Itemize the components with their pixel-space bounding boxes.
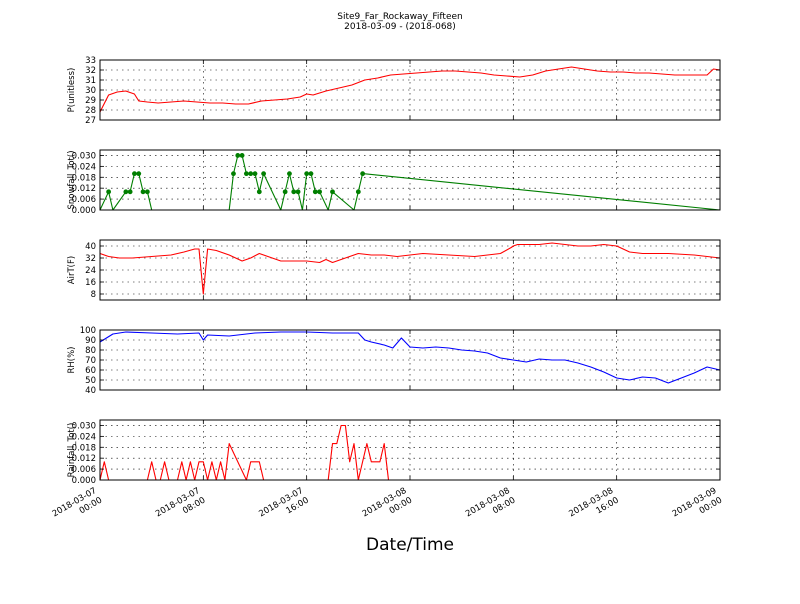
data-point — [304, 171, 310, 177]
data-point — [252, 171, 258, 177]
y-tick-label: 0.006 — [72, 195, 96, 205]
data-point — [140, 189, 146, 195]
x-tick-label: 2018-03-0900:00 — [671, 486, 724, 529]
y-axis-label: Snowfall_Tot() — [67, 150, 77, 209]
data-point — [132, 171, 137, 177]
y-tick-label: 0.000 — [72, 476, 96, 486]
y-tick-label: 31 — [85, 76, 96, 86]
y-tick-label: 30 — [85, 86, 96, 96]
data-point — [308, 171, 314, 177]
data-point — [291, 189, 297, 195]
panel-5: 0.0000.0060.0120.0180.0240.030Rainfall_T… — [67, 419, 721, 486]
y-tick-label: 40 — [85, 242, 96, 252]
y-tick-label: 70 — [85, 356, 96, 366]
x-axis-label: Date/Time — [366, 535, 454, 555]
y-tick-label: 28 — [85, 106, 96, 116]
y-tick-label: 0.018 — [72, 443, 96, 453]
data-point — [248, 171, 254, 177]
chart-subtitle: 2018-03-09 - (2018-068) — [344, 22, 456, 32]
grid — [100, 60, 720, 120]
data-point — [127, 189, 133, 195]
y-tick-label: 32 — [85, 254, 96, 264]
y-tick-label: 0.006 — [72, 465, 96, 475]
data-point — [295, 189, 301, 195]
y-tick-label: 90 — [85, 336, 96, 346]
x-tick-labels: 2018-03-0700:00 2018-03-0708:00 2018-03-07… — [51, 486, 724, 529]
data-point — [106, 189, 112, 195]
y-axis-label: P(unitless) — [67, 68, 77, 113]
y-axis-label: RH(%) — [67, 346, 77, 373]
data-point — [256, 189, 262, 195]
y-tick-label: 0.018 — [72, 173, 96, 183]
data-point — [282, 189, 288, 195]
y-axis-label: AirT(F) — [67, 256, 77, 284]
y-tick-label: 0.030 — [72, 151, 96, 161]
y-tick-label: 60 — [85, 366, 96, 376]
y-tick-label: 16 — [85, 278, 96, 288]
y-tick-label: 0.012 — [72, 184, 96, 194]
y-tick-label: 80 — [85, 346, 96, 356]
data-point — [144, 189, 150, 195]
x-tick-label: 2018-03-0708:00 — [154, 486, 207, 529]
data-point — [235, 153, 241, 158]
data-point — [123, 189, 129, 195]
series-line — [99, 242, 721, 295]
panel-3: 8 16 24 32 40 AirT(F) — [67, 239, 721, 301]
data-point — [312, 189, 318, 195]
y-tick-label: 27 — [85, 116, 96, 126]
y-tick-label: 29 — [85, 96, 96, 106]
y-tick-label: 0.024 — [72, 162, 96, 172]
data-point — [231, 171, 236, 177]
data-point — [355, 189, 361, 195]
series-line — [99, 154, 721, 211]
x-tick-label: 2018-03-0800:00 — [361, 486, 414, 529]
data-point — [360, 171, 366, 177]
y-tick-label: 100 — [80, 326, 96, 336]
y-tick-label: 0.030 — [72, 421, 96, 431]
y-axis-label: Rainfall_Tot() — [67, 423, 77, 478]
data-point — [239, 153, 245, 158]
data-point — [243, 171, 249, 177]
series-line — [99, 424, 720, 481]
x-tick-label: 2018-03-0700:00 — [51, 486, 104, 529]
y-tick-label: 0.000 — [72, 206, 96, 216]
chart-title: Site9_Far_Rockaway_Fifteen — [337, 12, 463, 22]
y-tick-label: 0.024 — [72, 432, 96, 442]
series-line — [99, 331, 721, 384]
y-tick-label: 50 — [85, 376, 96, 386]
series-line — [99, 66, 721, 113]
y-tick-label: 0.012 — [72, 454, 96, 464]
data-point — [261, 171, 267, 177]
data-point — [287, 171, 292, 177]
data-point — [330, 189, 335, 195]
x-tick-label: 2018-03-0808:00 — [464, 486, 517, 529]
y-tick-label: 33 — [85, 56, 96, 66]
x-tick-label: 2018-03-0816:00 — [567, 486, 620, 529]
panels-group: 27282930313233P(unitless)0.0000.0060.012… — [67, 56, 721, 486]
y-tick-label: 32 — [85, 66, 96, 76]
y-tick-label: 24 — [85, 266, 96, 276]
x-tick-label: 2018-03-0716:00 — [257, 486, 310, 529]
panel-2: 0.0000.0060.0120.0180.0240.030Snowfall_T… — [67, 149, 721, 216]
data-point — [136, 171, 142, 177]
y-tick-label: 8 — [91, 290, 96, 300]
y-tick-label: 40 — [85, 386, 96, 396]
grid — [100, 330, 720, 390]
data-point — [317, 189, 322, 195]
grid — [100, 420, 720, 480]
